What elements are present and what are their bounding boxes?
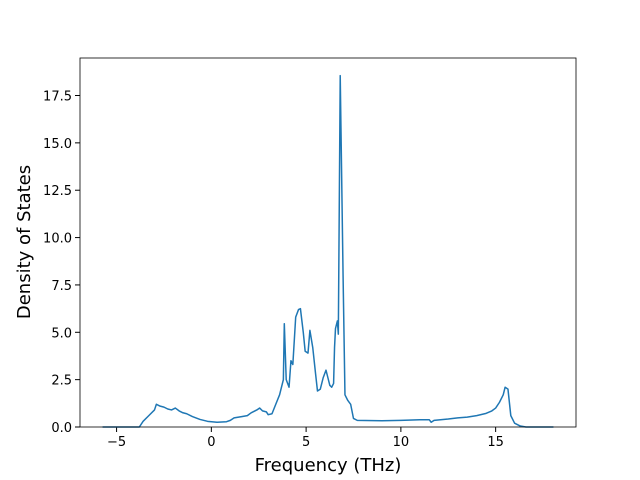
y-tick-label: 7.5	[51, 279, 72, 294]
plot-frame	[79, 57, 577, 428]
y-axis-label: Density of States	[14, 165, 35, 319]
x-tick-label: 5	[302, 435, 310, 450]
y-tick-label: 12.5	[43, 184, 72, 199]
y-tick-label: 10.0	[43, 232, 72, 247]
y-tick-label: 5.0	[51, 326, 72, 341]
y-tick-label: 17.5	[43, 90, 72, 105]
x-tick-label: −5	[107, 435, 126, 450]
y-tick-label: 2.5	[51, 374, 72, 389]
line	[102, 74, 554, 428]
x-axis-label: Frequency (THz)	[255, 455, 402, 476]
x-tick-label: 10	[393, 435, 410, 450]
y-tick-label: 0.0	[51, 421, 72, 436]
x-tick-label: 0	[207, 435, 215, 450]
x-tick-label: 15	[487, 435, 504, 450]
y-tick-label: 15.0	[43, 137, 72, 152]
